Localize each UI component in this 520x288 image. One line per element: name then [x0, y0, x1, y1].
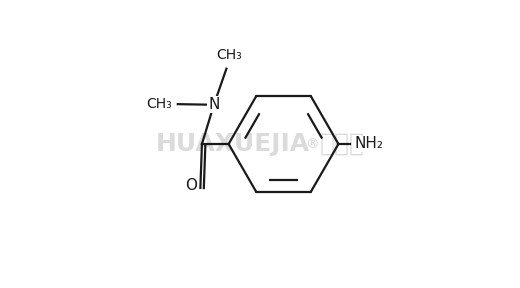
Text: CH₃: CH₃ [217, 48, 242, 62]
Text: NH₂: NH₂ [354, 137, 383, 151]
Text: HUAXUEJIA: HUAXUEJIA [155, 132, 309, 156]
Text: 化学加: 化学加 [319, 132, 365, 156]
Text: O: O [185, 178, 197, 193]
Text: ®: ® [305, 137, 319, 151]
Text: N: N [208, 97, 219, 112]
Text: CH₃: CH₃ [146, 97, 172, 111]
